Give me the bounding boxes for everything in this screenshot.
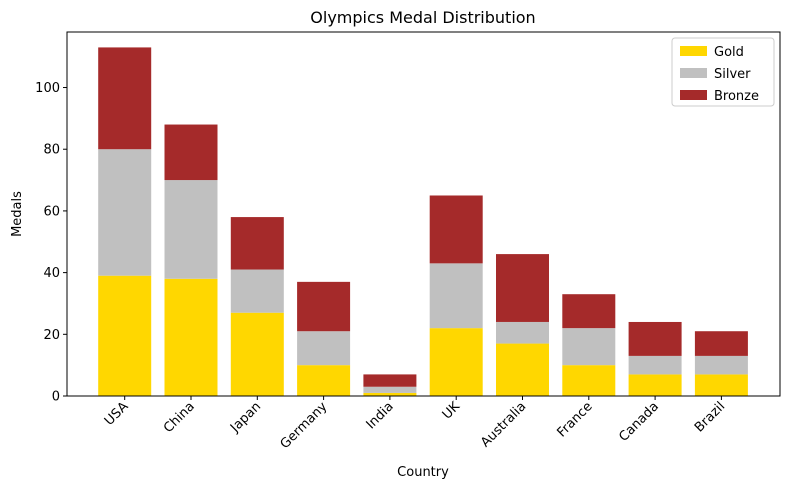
bar-gold-usa [98, 275, 152, 396]
legend-label-silver: Silver [714, 67, 751, 82]
bar-silver-germany [297, 331, 351, 366]
legend-swatch-gold [680, 46, 707, 56]
x-tick-label: Canada [616, 399, 662, 445]
legend-swatch-silver [680, 68, 707, 78]
bar-gold-australia [496, 343, 549, 396]
bar-gold-japan [230, 312, 284, 396]
bar-bronze-australia [496, 254, 549, 322]
legend: Gold Silver Bronze [671, 37, 775, 107]
bars-group [98, 47, 748, 396]
x-tick-label: Japan [227, 399, 264, 436]
x-axis-label: Country [397, 465, 449, 480]
bar-silver-france [562, 328, 616, 366]
x-tick-label: Germany [278, 399, 331, 452]
legend-swatch-bronze [680, 90, 707, 100]
y-tick-labels: 0 20 40 60 80 100 [35, 81, 67, 405]
y-axis-label: Medals [10, 191, 25, 237]
bar-bronze-uk [429, 195, 483, 264]
bar-silver-brazil [694, 355, 748, 375]
y-tick-label: 40 [43, 266, 60, 281]
y-tick-label: 80 [43, 143, 60, 158]
x-tick-label: India [364, 399, 397, 432]
bar-gold-china [164, 278, 218, 396]
x-tick-label: Australia [478, 399, 529, 450]
bar-gold-uk [429, 328, 483, 396]
bar-silver-japan [230, 269, 284, 313]
x-tick-labels: USA China Japan Germany India UK Australia Fran… [102, 396, 728, 452]
x-tick-label: USA [102, 399, 132, 429]
bar-bronze-brazil [694, 331, 748, 356]
x-tick-label: China [161, 399, 198, 436]
plot-frame [66, 31, 781, 397]
bar-gold-canada [628, 374, 682, 396]
bar-bronze-canada [628, 321, 682, 356]
y-tick-label: 20 [43, 328, 60, 343]
bar-bronze-china [164, 124, 218, 181]
bar-bronze-france [562, 294, 616, 329]
bar-bronze-india [363, 374, 417, 387]
bar-gold-india [363, 392, 417, 396]
bar-gold-france [562, 365, 616, 396]
bar-bronze-japan [230, 217, 284, 270]
bar-gold-brazil [694, 374, 748, 396]
x-tick-label: France [554, 399, 595, 440]
bar-silver-india [363, 386, 417, 393]
bar-silver-canada [628, 355, 682, 375]
y-tick-label: 100 [35, 81, 60, 96]
bar-bronze-usa [98, 47, 152, 150]
bar-bronze-germany [297, 281, 351, 332]
axes-group [66, 31, 781, 397]
bar-silver-china [164, 180, 218, 279]
legend-label-gold: Gold [714, 45, 744, 60]
y-tick-label: 60 [43, 204, 60, 219]
y-tick-label: 0 [52, 390, 60, 405]
x-tick-label: Brazil [692, 399, 728, 435]
legend-label-bronze: Bronze [714, 89, 759, 104]
x-tick-label: UK [440, 399, 464, 423]
bar-silver-australia [496, 321, 549, 344]
bar-gold-germany [297, 365, 351, 396]
bar-silver-usa [98, 149, 152, 276]
bar-silver-uk [429, 263, 483, 329]
chart-title: Olympics Medal Distribution [310, 8, 535, 27]
